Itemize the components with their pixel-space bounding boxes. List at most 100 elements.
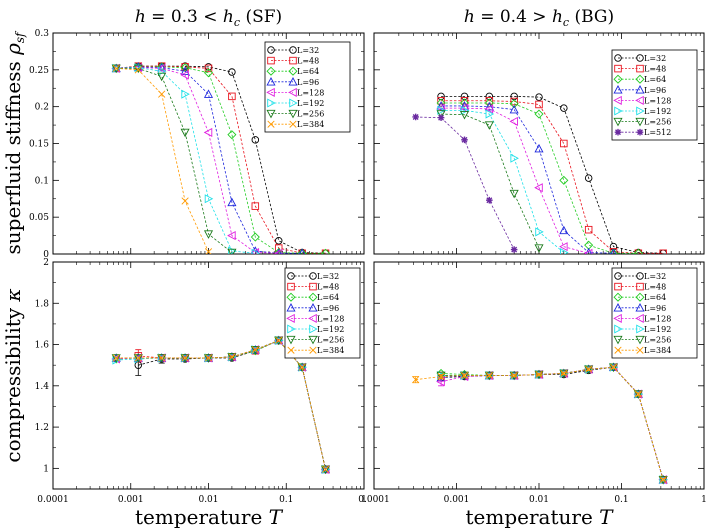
- legend-marker: [266, 66, 276, 76]
- data-point: [437, 97, 445, 105]
- data-point: [510, 153, 519, 163]
- data-point: [158, 354, 166, 362]
- data-point: [204, 353, 214, 363]
- legend-label: L=64: [297, 67, 319, 76]
- legend-marker: [613, 95, 622, 105]
- legend-marker: [288, 87, 297, 97]
- series-line: [441, 366, 664, 480]
- legend-label: L=384: [297, 120, 324, 129]
- x-tick-label: 1: [361, 495, 367, 505]
- legend-label: L=384: [644, 346, 671, 355]
- data-point: [204, 354, 213, 362]
- legend-label: L=128: [644, 314, 671, 323]
- legend-label: L=96: [317, 304, 339, 313]
- series-line: [441, 95, 664, 254]
- data-point: [535, 370, 543, 379]
- legend-marker: [635, 292, 645, 302]
- data-point: [584, 365, 594, 375]
- legend-label: L=192: [297, 99, 324, 108]
- data-point: [559, 242, 568, 252]
- data-point: [274, 335, 284, 345]
- legend-marker: [635, 303, 645, 312]
- legend-marker: [289, 46, 297, 54]
- legend-label: L=256: [644, 118, 671, 127]
- legend-label: L=256: [297, 110, 324, 119]
- series-line: [441, 102, 639, 254]
- legend-marker: [286, 292, 296, 302]
- legend-label: L=48: [317, 283, 339, 292]
- x-tick-label: 0.01: [529, 495, 549, 505]
- series-line: [116, 339, 326, 470]
- data-point: [273, 248, 283, 254]
- legend-marker: [266, 87, 275, 97]
- data-point: [535, 227, 544, 237]
- chart-panel-4: 0.0001 0.001 0.01 0.1 1 L=32 L=48L=64 L=96L=128…: [358, 261, 706, 529]
- legend-marker: [635, 74, 645, 84]
- data-point: [228, 92, 236, 101]
- legend-box: [284, 267, 361, 359]
- data-point: [181, 89, 190, 99]
- x-tick-label: 0.0001: [358, 495, 390, 505]
- data-point: [559, 225, 569, 235]
- data-point: [251, 248, 261, 254]
- data-point: [112, 64, 120, 72]
- legend-marker: [614, 282, 622, 291]
- data-point: [436, 371, 446, 381]
- data-point: [203, 89, 214, 98]
- data-point: [275, 336, 283, 345]
- data-point: [560, 139, 568, 148]
- legend-label: L=96: [297, 78, 319, 87]
- legend-marker: [614, 106, 623, 116]
- data-point: [203, 127, 213, 138]
- legend-marker: [308, 313, 317, 323]
- legend-marker: [635, 313, 644, 323]
- data-point: [610, 248, 617, 254]
- data-point: [534, 244, 544, 253]
- data-point: [321, 465, 330, 474]
- x-axis-label: temperature T: [135, 505, 284, 529]
- legend-label: L=192: [644, 107, 671, 116]
- legend-marker: [288, 66, 298, 76]
- data-point: [158, 90, 166, 98]
- legend-label: L=32: [644, 54, 666, 63]
- data-point: [535, 100, 543, 109]
- data-point: [157, 72, 167, 82]
- legend-marker: [636, 64, 644, 73]
- data-point: [459, 98, 470, 108]
- y-tick-label: 0.3: [35, 29, 50, 39]
- legend-label: L=32: [317, 272, 339, 281]
- legend-box: [264, 41, 351, 133]
- legend-marker: [636, 54, 644, 62]
- data-point: [459, 101, 470, 110]
- x-axis-label: temperature T: [466, 505, 615, 529]
- legend-marker: [614, 64, 622, 73]
- data-point: [608, 248, 619, 254]
- y-tick-label: 1.2: [35, 423, 49, 433]
- x-tick-label: 0.0001: [37, 495, 69, 505]
- legend-marker: [288, 77, 298, 86]
- data-point: [658, 475, 668, 485]
- data-point: [485, 109, 495, 119]
- legend-box: [611, 267, 698, 359]
- chart-panel-1: 00.050.10.150.20.250.3L=32L=48L=64L=96L=…: [1, 7, 365, 260]
- legend-marker: [636, 324, 645, 334]
- legend-marker: [636, 282, 644, 291]
- data-point: [227, 248, 237, 254]
- data-point: [436, 98, 446, 108]
- legend-label: L=512: [644, 128, 671, 137]
- data-layer: [412, 362, 668, 485]
- data-point: [436, 101, 446, 110]
- data-point: [510, 97, 518, 106]
- data-point: [584, 174, 593, 182]
- legend-marker: [309, 272, 317, 280]
- series-line: [116, 67, 256, 254]
- legend-marker: [613, 303, 623, 312]
- data-point: [203, 230, 214, 239]
- data-point: [633, 390, 643, 399]
- legend-label: L=384: [317, 346, 344, 355]
- data-point: [412, 113, 419, 121]
- y-tick-label: 0.25: [29, 66, 49, 76]
- legend-marker: [287, 282, 295, 291]
